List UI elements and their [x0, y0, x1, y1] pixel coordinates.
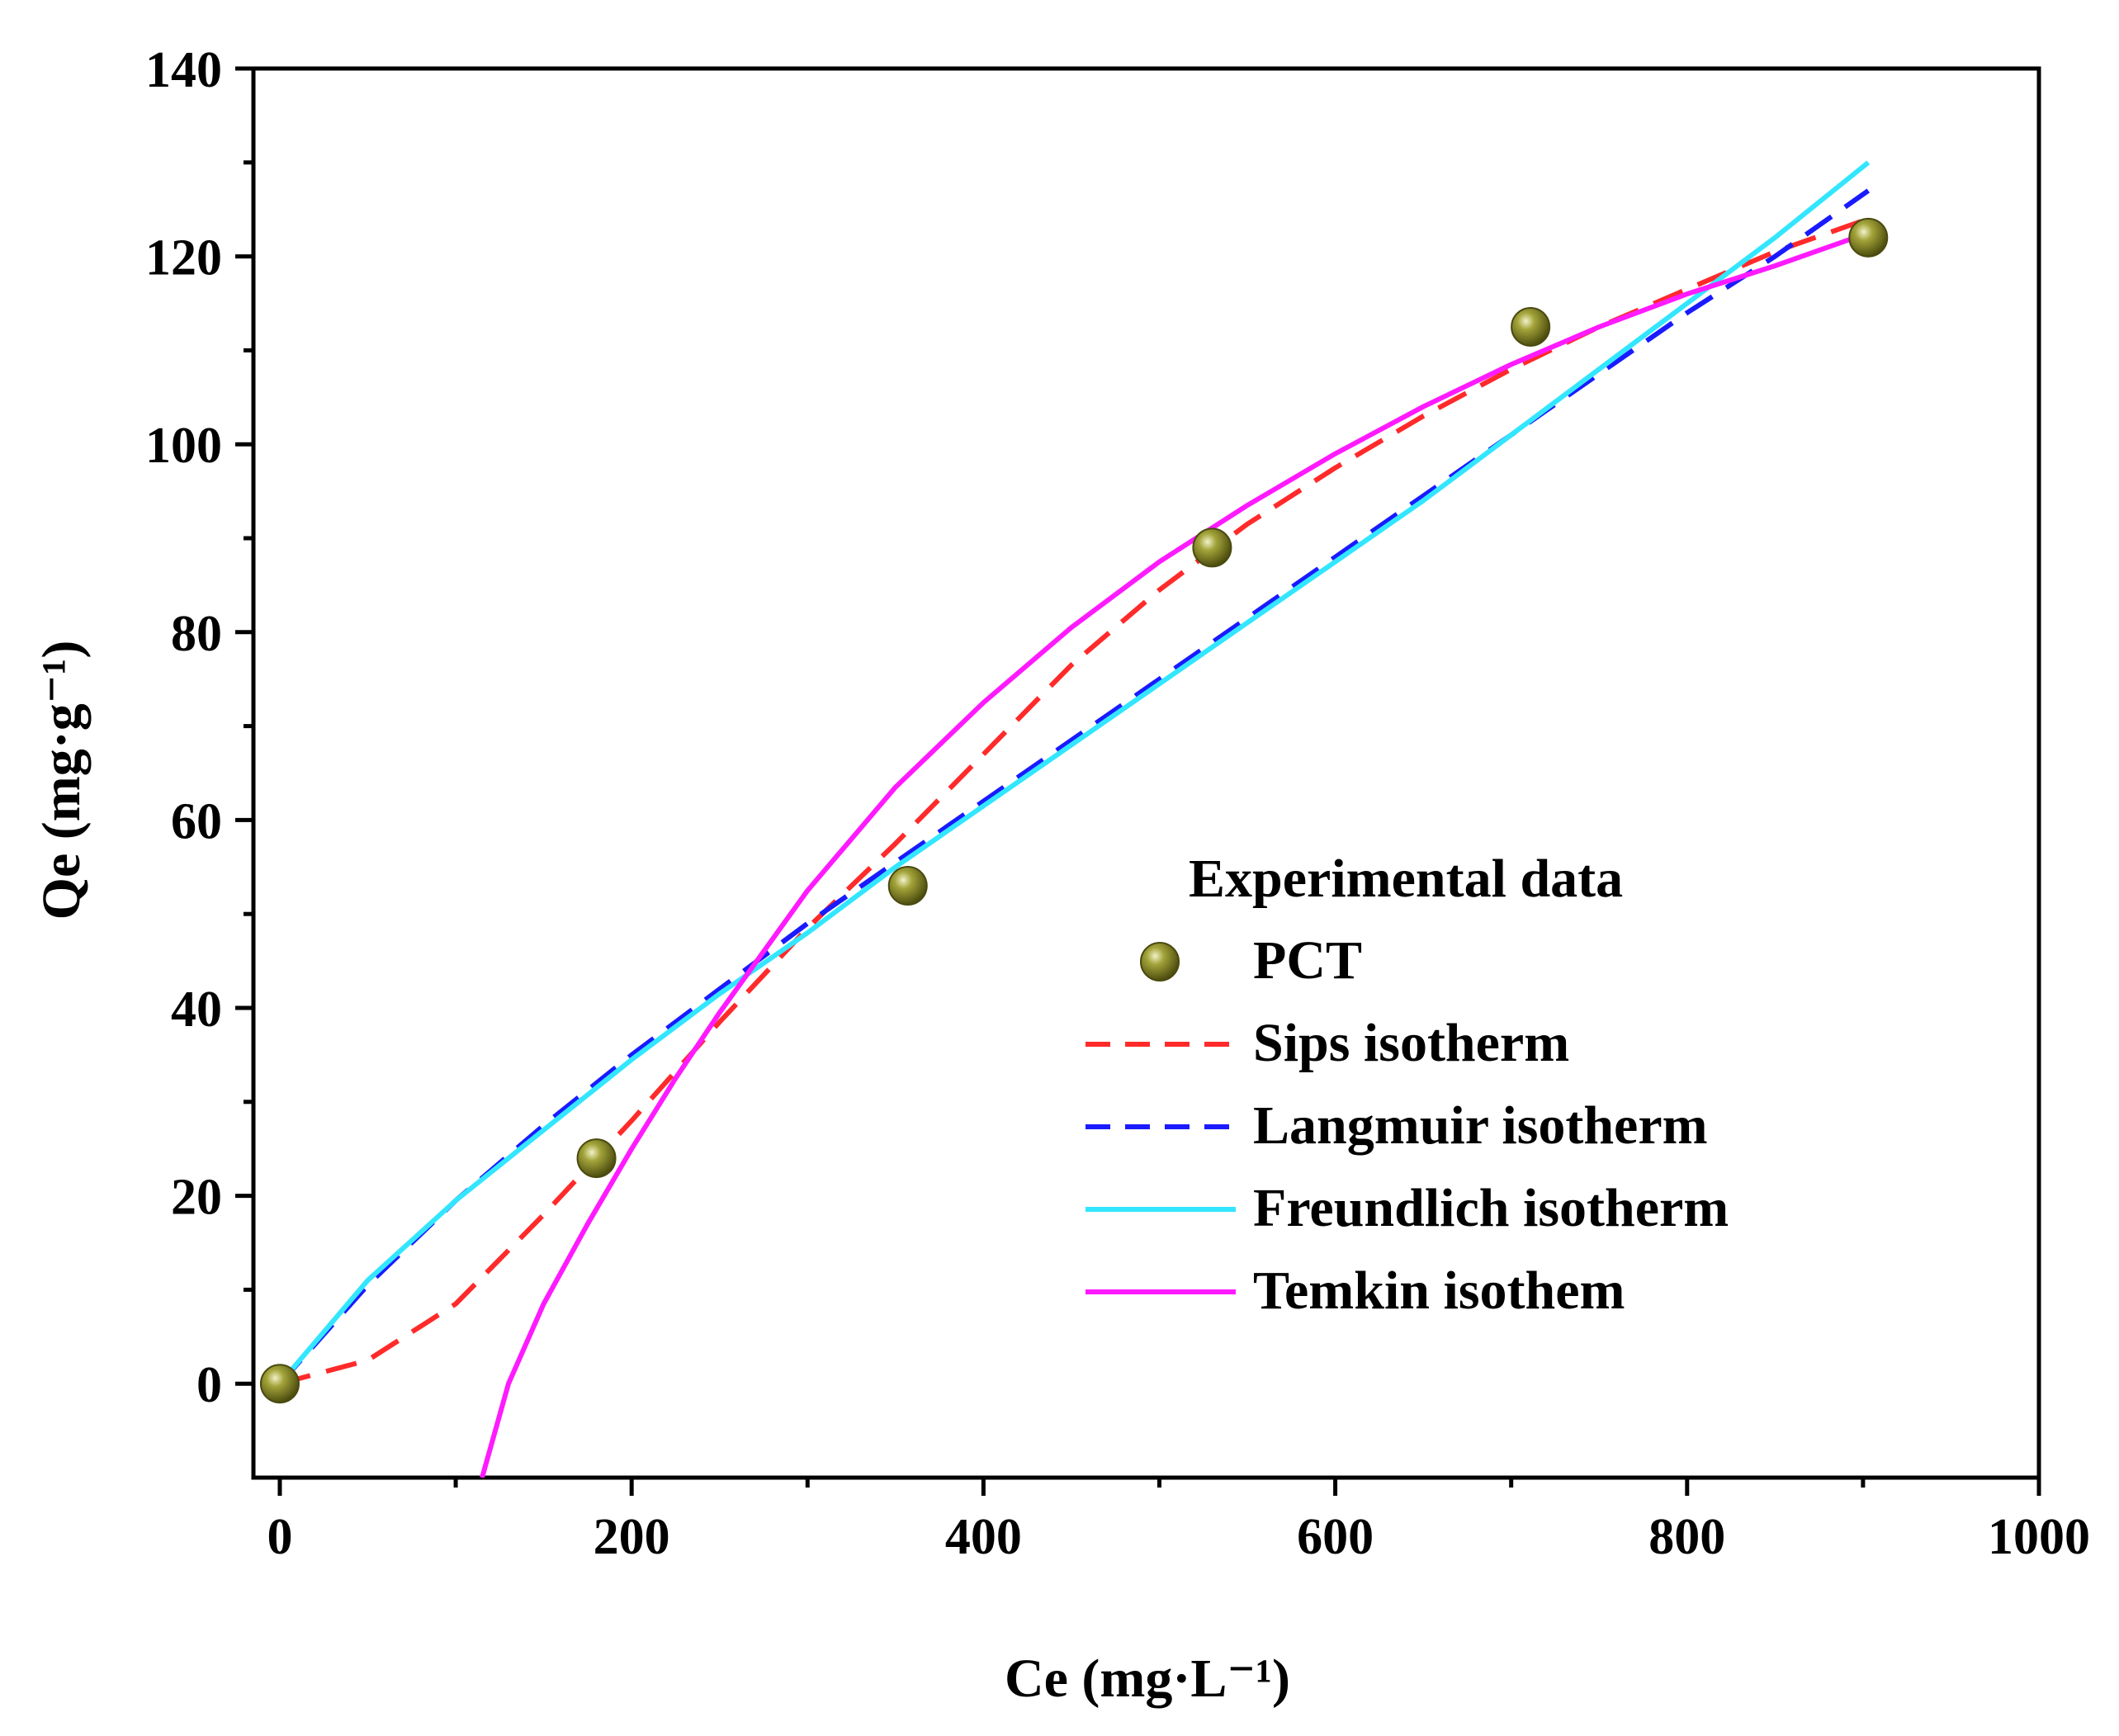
data-point [1848, 217, 1889, 258]
y-tick-label: 0 [196, 1357, 222, 1413]
temkin-isothem-line [480, 230, 1870, 1478]
x-tick-label: 600 [1297, 1509, 1374, 1565]
legend-label: Freundlich isotherm [1253, 1178, 1729, 1238]
legend-label: PCT [1253, 930, 1362, 991]
x-tick-label: 400 [945, 1509, 1022, 1565]
freundlich-isotherm-line [277, 160, 1871, 1386]
legend-marker-pct [1140, 942, 1180, 982]
legend-label: Langmuir isotherm [1253, 1095, 1708, 1156]
x-tick-label: 1000 [1988, 1509, 2090, 1565]
langmuir-isotherm-line [277, 188, 1871, 1386]
x-tick-label: 0 [267, 1509, 292, 1565]
data-point [259, 1364, 300, 1404]
plot-frame [251, 66, 2041, 1480]
y-axis-title: Qe (mg·g⁻¹) [31, 641, 92, 920]
y-tick-label: 80 [171, 606, 222, 662]
y-tick-label: 20 [171, 1170, 222, 1226]
sips-isotherm-line [279, 216, 1870, 1387]
fit-lines [277, 160, 1871, 1478]
data-point [1192, 527, 1232, 568]
data-point [576, 1138, 617, 1179]
data-points [259, 217, 1889, 1404]
legend: Experimental data PCT Sips isotherm Langmu… [1086, 849, 1729, 1321]
x-axis-title: Ce (mg·L⁻¹) [1005, 1648, 1290, 1709]
data-point [1511, 306, 1551, 347]
legend-label: Sips isotherm [1253, 1013, 1569, 1073]
legend-title: Experimental data [1189, 849, 1623, 909]
y-tick-label: 40 [171, 982, 222, 1038]
y-tick-label: 140 [145, 42, 222, 98]
axes: 0 200 400 600 800 1000 0 20 40 60 80 100 120 140 [145, 42, 2090, 1565]
legend-label: Temkin isothem [1253, 1261, 1625, 1321]
x-tick-label: 200 [594, 1509, 670, 1565]
x-tick-label: 800 [1648, 1509, 1725, 1565]
data-point [887, 866, 928, 906]
y-tick-label: 100 [145, 418, 222, 474]
y-tick-label: 120 [145, 230, 222, 286]
y-tick-label: 60 [171, 793, 222, 849]
